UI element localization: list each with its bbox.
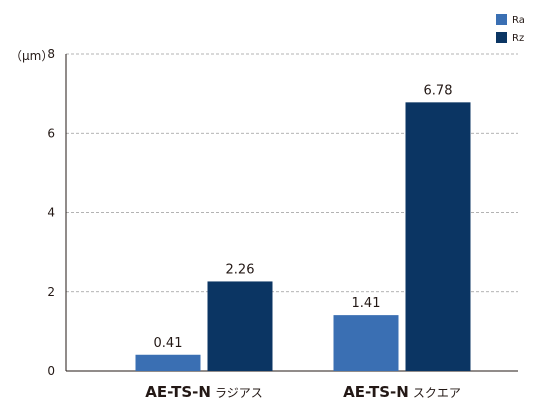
- data-labels: 0.41 2.26 1.41 6.78: [154, 83, 453, 350]
- data-label: 6.78: [424, 83, 453, 98]
- legend: Ra Rz: [496, 14, 525, 44]
- x-category-label: AE-TS-N スクエア: [343, 383, 461, 401]
- y-tick-label: 6: [47, 126, 55, 140]
- legend-label-rz: Rz: [512, 33, 524, 44]
- legend-swatch-rz: [496, 32, 507, 43]
- data-label: 2.26: [226, 262, 255, 277]
- legend-swatch-ra: [496, 14, 507, 25]
- data-label: 1.41: [352, 296, 381, 311]
- legend-label-ra: Ra: [512, 15, 525, 26]
- y-ticks: 0 2 4 6 8: [47, 47, 55, 378]
- bar-ra: [333, 315, 399, 371]
- y-unit-label: （μm）: [10, 49, 53, 63]
- bars: [135, 102, 471, 371]
- data-label: 0.41: [154, 336, 183, 351]
- y-tick-label: 4: [47, 206, 55, 220]
- bar-ra: [135, 354, 201, 371]
- y-tick-label: 2: [47, 285, 55, 299]
- y-tick-label: 0: [47, 364, 55, 378]
- bar-rz: [405, 102, 471, 371]
- x-category-label: AE-TS-N ラジアス: [145, 383, 262, 401]
- y-tick-label: 8: [47, 47, 55, 61]
- x-categories: AE-TS-N ラジアス AE-TS-N スクエア: [145, 383, 461, 401]
- bar-rz: [207, 281, 273, 371]
